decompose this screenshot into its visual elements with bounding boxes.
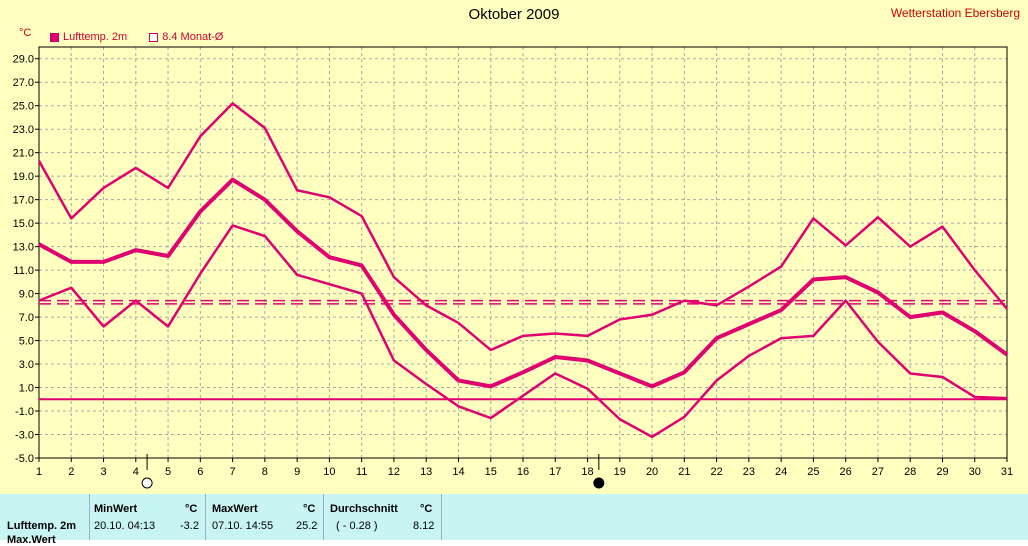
x-tick-label: 3 — [100, 466, 106, 478]
legend-label-average: 8.4 Monat-Ø — [162, 31, 224, 43]
x-tick-label: 2 — [68, 466, 74, 478]
x-tick-label: 25 — [807, 466, 819, 478]
legend-swatch-temperature — [50, 32, 59, 42]
avg-header: Durchschnitt — [330, 503, 398, 515]
series-line-mean — [38, 177, 1009, 389]
avg-unit: °C — [420, 503, 433, 515]
y-tick-label: 15.0 — [13, 218, 34, 230]
stats-row-label: Lufttemp. 2m — [7, 520, 77, 532]
x-tick-label: 28 — [904, 466, 916, 478]
x-tick-label: 19 — [614, 466, 626, 478]
statistics-panel: Lufttemp. 2m Max.Wert MinWert °C 20.10. … — [0, 494, 1028, 546]
x-tick-label: 30 — [969, 466, 981, 478]
y-tick-label: 13.0 — [13, 242, 34, 254]
x-tick-label: 4 — [133, 466, 139, 478]
x-tick-label: 11 — [356, 466, 367, 478]
y-tick-label: 1.0 — [19, 383, 34, 395]
y-tick-label: 21.0 — [13, 148, 34, 160]
legend: Lufttemp. 2m 8.4 Monat-Ø — [50, 31, 223, 43]
x-tick-label: 7 — [230, 466, 236, 478]
min-header: MinWert — [94, 503, 138, 515]
x-tick-label: 21 — [678, 466, 690, 478]
y-tick-label: 9.0 — [19, 289, 34, 301]
x-tick-label: 23 — [743, 466, 755, 478]
x-tick-label: 18 — [581, 466, 593, 478]
y-tick-label: 3.0 — [19, 359, 34, 371]
x-tick-label: 22 — [710, 466, 722, 478]
x-tick-label: 14 — [452, 466, 464, 478]
max-header: MaxWert — [212, 503, 258, 515]
x-tick-label: 13 — [420, 466, 432, 478]
max-unit: °C — [303, 503, 316, 515]
x-tick-label: 6 — [197, 466, 203, 478]
series-line-min — [38, 224, 1008, 439]
full-moon-icon — [141, 477, 153, 489]
x-tick-label: 24 — [775, 466, 787, 478]
plot-frame — [38, 46, 1008, 459]
y-tick-label: 23.0 — [13, 124, 34, 136]
y-tick-label: 19.0 — [13, 171, 34, 183]
y-tick-label: 25.0 — [13, 101, 34, 113]
y-tick-label: -5.0 — [15, 453, 34, 465]
x-tick-label: 26 — [840, 466, 852, 478]
legend-label-temperature: Lufttemp. 2m — [63, 31, 128, 43]
y-tick-label: 27.0 — [13, 77, 34, 89]
y-tick-label: 5.0 — [19, 336, 34, 348]
x-tick-label: 8 — [262, 466, 268, 478]
y-tick-label: 17.0 — [13, 195, 34, 207]
y-tick-label: 7.0 — [19, 312, 34, 324]
y-axis-unit: °C — [19, 27, 32, 39]
x-tick-label: 1 — [36, 466, 42, 478]
x-tick-label: 12 — [388, 466, 400, 478]
x-tick-label: 9 — [294, 466, 300, 478]
series-line-max — [37, 102, 1008, 352]
avg-value: 8.12 — [413, 520, 435, 532]
legend-swatch-average — [149, 32, 159, 42]
x-tick-label: 27 — [872, 466, 884, 478]
station-name: Wetterstation Ebersberg — [890, 6, 1020, 20]
x-tick-label: 20 — [646, 466, 658, 478]
min-value: -3.2 — [180, 520, 199, 532]
y-tick-label: 29.0 — [13, 54, 34, 66]
x-tick-label: 17 — [549, 466, 561, 478]
y-tick-label: 11.0 — [13, 265, 34, 277]
x-tick-label: 16 — [517, 466, 529, 478]
chart-area: 29.0 27.0 25.0 23.0 21.0 19.0 17.0 15.0 13.0 11.0… — [0, 0, 1028, 494]
min-time: 20.10. 04:13 — [94, 520, 156, 532]
y-tick-label: -3.0 — [15, 430, 34, 442]
avg-time: ( - 0.28 ) — [336, 520, 378, 532]
max-time: 07.10. 14:55 — [212, 520, 274, 532]
min-unit: °C — [185, 503, 198, 515]
max-value: 25.2 — [296, 520, 318, 532]
new-moon-icon — [593, 477, 605, 489]
stats-row-label-2: Max.Wert — [7, 534, 56, 546]
chart-title: Oktober 2009 — [468, 6, 560, 23]
x-tick-label: 10 — [323, 466, 335, 478]
x-tick-label: 5 — [165, 466, 171, 478]
x-tick-label: 29 — [936, 466, 948, 478]
x-tick-label: 15 — [485, 466, 497, 478]
x-tick-label: 31 — [1001, 466, 1013, 478]
y-tick-label: -1.0 — [15, 406, 34, 418]
temperature-chart: 29.027.025.023.021.019.017.015.013.011.0… — [13, 46, 1013, 489]
